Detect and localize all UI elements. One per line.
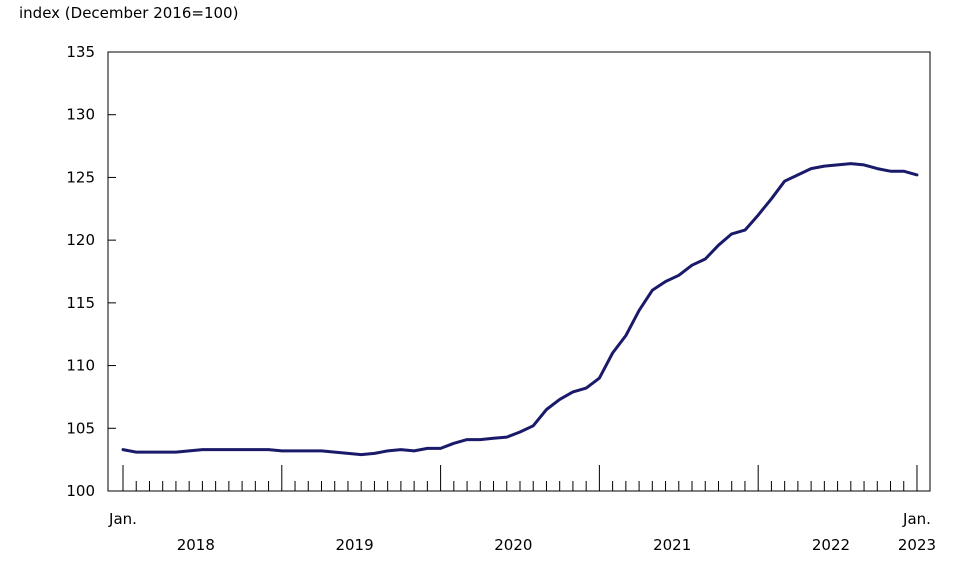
x-tick-label: 2019 [335, 536, 373, 554]
x-tick-label: 2020 [494, 536, 532, 554]
y-tick-label: 135 [66, 43, 95, 61]
x-tick-label: 2022 [812, 536, 850, 554]
x-tick-label: 2023 [898, 536, 936, 554]
y-tick-label: 105 [66, 419, 95, 437]
x-tick-label: 2021 [653, 536, 691, 554]
x-tick-label: 2018 [177, 536, 215, 554]
y-tick-label: 110 [66, 357, 95, 375]
series-line [121, 162, 919, 457]
y-tick-label: 120 [66, 231, 95, 249]
y-axis-title: index (December 2016=100) [19, 4, 238, 22]
y-tick-label: 130 [66, 106, 95, 124]
y-tick-label: 100 [66, 482, 95, 500]
x-tick-label: Jan. [902, 510, 931, 528]
x-axis: Jan. 2018 2019 2020 2021 2022 Jan. 2023 [108, 465, 936, 554]
x-tick-label: Jan. [108, 510, 137, 528]
y-tick-label: 125 [66, 168, 95, 186]
series-layer [121, 162, 919, 457]
y-axis: 100 105 110 115 120 125 130 135 [66, 43, 116, 500]
plot-frame [107, 51, 931, 492]
y-tick-label: 115 [66, 294, 95, 312]
